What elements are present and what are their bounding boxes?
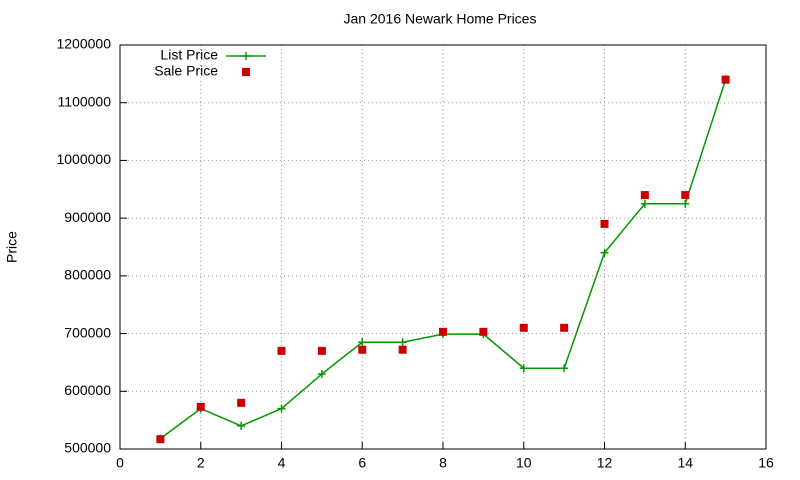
marker: [317, 346, 326, 355]
x-tick-label: 16: [758, 455, 774, 471]
marker: [681, 191, 690, 200]
marker: [479, 327, 488, 336]
chart-title: Jan 2016 Newark Home Prices: [344, 11, 537, 27]
y-tick-label: 1200000: [56, 36, 111, 52]
marker: [317, 369, 326, 378]
marker: [398, 345, 407, 354]
y-tick-label: 500000: [64, 440, 111, 456]
marker: [600, 219, 609, 228]
marker: [237, 421, 246, 430]
marker: [519, 364, 528, 373]
marker: [721, 75, 730, 84]
legend-marker: [242, 68, 250, 76]
x-tick-label: 10: [516, 455, 532, 471]
x-tick-label: 8: [439, 455, 447, 471]
y-tick-label: 1100000: [58, 93, 112, 109]
marker: [156, 435, 165, 444]
marker: [560, 323, 569, 332]
marker: [640, 199, 649, 208]
plot-border: [119, 44, 767, 450]
x-tick-label: 6: [358, 455, 366, 471]
marker: [237, 398, 246, 407]
marker: [640, 191, 649, 200]
y-axis-label: Price: [4, 231, 20, 263]
y-tick-label: 1000000: [56, 151, 111, 167]
y-tick-label: 900000: [64, 209, 111, 225]
legend-label: Sale Price: [154, 63, 218, 79]
marker: [398, 338, 407, 347]
legend-label: List Price: [160, 47, 218, 63]
marker: [358, 345, 367, 354]
marker: [277, 346, 286, 355]
marker: [519, 323, 528, 332]
x-tick-label: 2: [197, 455, 205, 471]
marker: [600, 248, 609, 257]
x-tick-label: 14: [677, 455, 693, 471]
legend-marker: [242, 52, 250, 60]
y-tick-label: 700000: [64, 324, 111, 340]
marker: [196, 402, 205, 411]
marker: [560, 364, 569, 373]
marker: [277, 404, 286, 413]
x-tick-label: 12: [597, 455, 613, 471]
marker: [681, 199, 690, 208]
marker: [439, 327, 447, 336]
marker: [358, 338, 367, 347]
x-tick-label: 0: [116, 455, 124, 471]
y-tick-label: 800000: [64, 267, 111, 283]
y-tick-label: 600000: [64, 382, 111, 398]
x-tick-label: 4: [278, 455, 286, 471]
